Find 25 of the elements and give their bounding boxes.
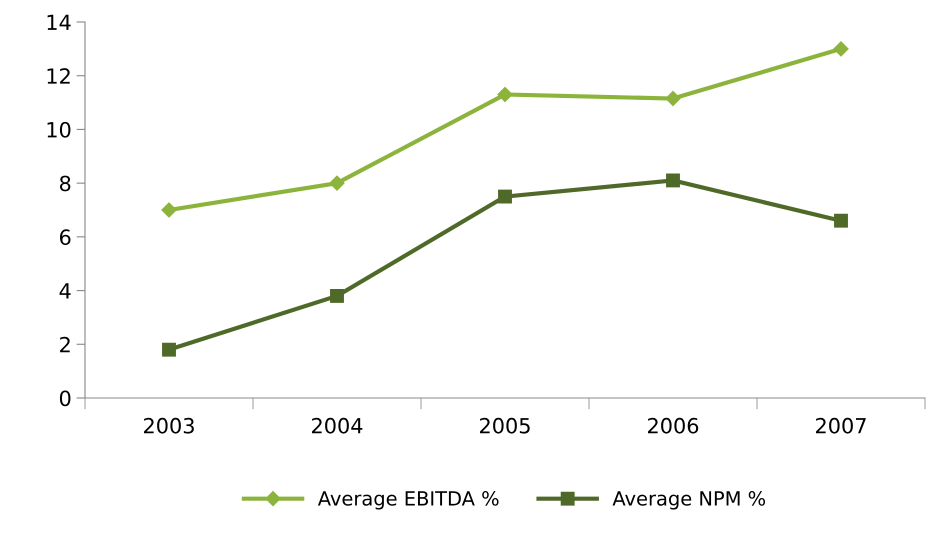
x-tick-label: 2006 — [648, 418, 698, 434]
y-tick-label: 12 — [48, 68, 70, 84]
x-tick-label: 2004 — [312, 418, 362, 434]
x-tick-label: 2003 — [144, 418, 194, 434]
y-tick-label: 0 — [60, 390, 70, 406]
point — [162, 342, 176, 357]
y-tick-label: 10 — [48, 122, 70, 138]
point — [498, 190, 512, 204]
point — [833, 41, 849, 56]
y-tick-label: 8 — [60, 176, 70, 192]
point — [329, 176, 345, 191]
point — [666, 174, 680, 188]
point — [161, 202, 177, 218]
y-tick-label: 14 — [48, 14, 71, 30]
point — [665, 90, 681, 106]
y-tick-label: 6 — [60, 229, 70, 246]
x-tick-label: 2007 — [816, 418, 866, 434]
legend-label: Average EBITDA % — [318, 491, 499, 510]
point — [497, 86, 513, 102]
point — [330, 289, 344, 303]
x-tick-label: 2005 — [480, 418, 530, 434]
point — [834, 214, 848, 228]
y-tick-label: 2 — [60, 336, 70, 352]
y-tick-label: 4 — [60, 283, 71, 298]
legend-label: Average NPM % — [612, 491, 766, 510]
